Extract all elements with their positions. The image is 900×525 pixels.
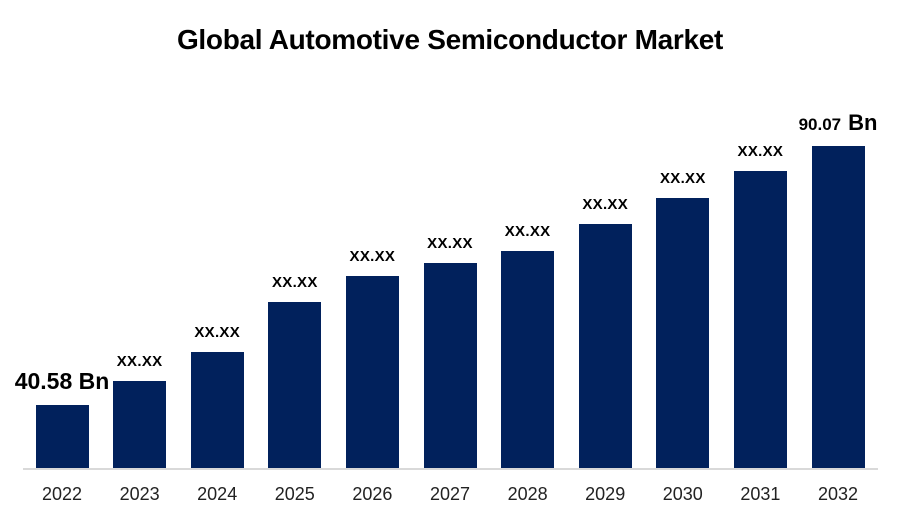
bar-2028 bbox=[501, 251, 555, 468]
value-label-unit-2032: Bn bbox=[848, 110, 878, 135]
value-label-2031: XX.XX bbox=[737, 143, 784, 160]
x-tick-2032: 2032 bbox=[817, 484, 859, 504]
value-label-2024: XX.XX bbox=[194, 324, 241, 341]
bar-2024 bbox=[190, 352, 244, 468]
bar-2025 bbox=[268, 302, 322, 468]
value-label-2025: XX.XX bbox=[271, 274, 318, 291]
value-label-2030: XX.XX bbox=[659, 170, 706, 187]
value-label-2032: 90.07 Bn bbox=[798, 110, 878, 135]
value-label-2026: XX.XX bbox=[349, 248, 396, 265]
bar-2032 bbox=[811, 146, 865, 468]
value-label-2029: XX.XX bbox=[582, 196, 629, 213]
value-label-2022: 40.58 Bn bbox=[14, 368, 110, 394]
bar-2029 bbox=[578, 224, 632, 468]
x-tick-2024: 2024 bbox=[197, 484, 238, 504]
x-axis-line bbox=[23, 468, 878, 470]
bar-2026 bbox=[345, 276, 399, 468]
x-tick-2029: 2029 bbox=[585, 484, 626, 504]
bar-2027 bbox=[423, 263, 477, 468]
x-tick-2031: 2031 bbox=[740, 484, 781, 504]
chart-title: Global Automotive Semiconductor Market bbox=[176, 24, 724, 55]
x-tick-2028: 2028 bbox=[507, 484, 548, 504]
x-tick-2022: 2022 bbox=[41, 484, 83, 504]
bar-2022 bbox=[35, 405, 89, 468]
bar-2030 bbox=[656, 198, 710, 468]
x-tick-2023: 2023 bbox=[119, 484, 160, 504]
value-label-2023: XX.XX bbox=[116, 353, 163, 370]
x-tick-2030: 2030 bbox=[662, 484, 703, 504]
value-label-2028: XX.XX bbox=[504, 223, 551, 240]
bar-2023 bbox=[113, 381, 167, 468]
x-tick-2025: 2025 bbox=[274, 484, 315, 504]
x-tick-2026: 2026 bbox=[352, 484, 393, 504]
x-tick-2027: 2027 bbox=[429, 484, 471, 504]
value-label-2027: XX.XX bbox=[427, 235, 473, 252]
bar-2031 bbox=[733, 171, 787, 468]
